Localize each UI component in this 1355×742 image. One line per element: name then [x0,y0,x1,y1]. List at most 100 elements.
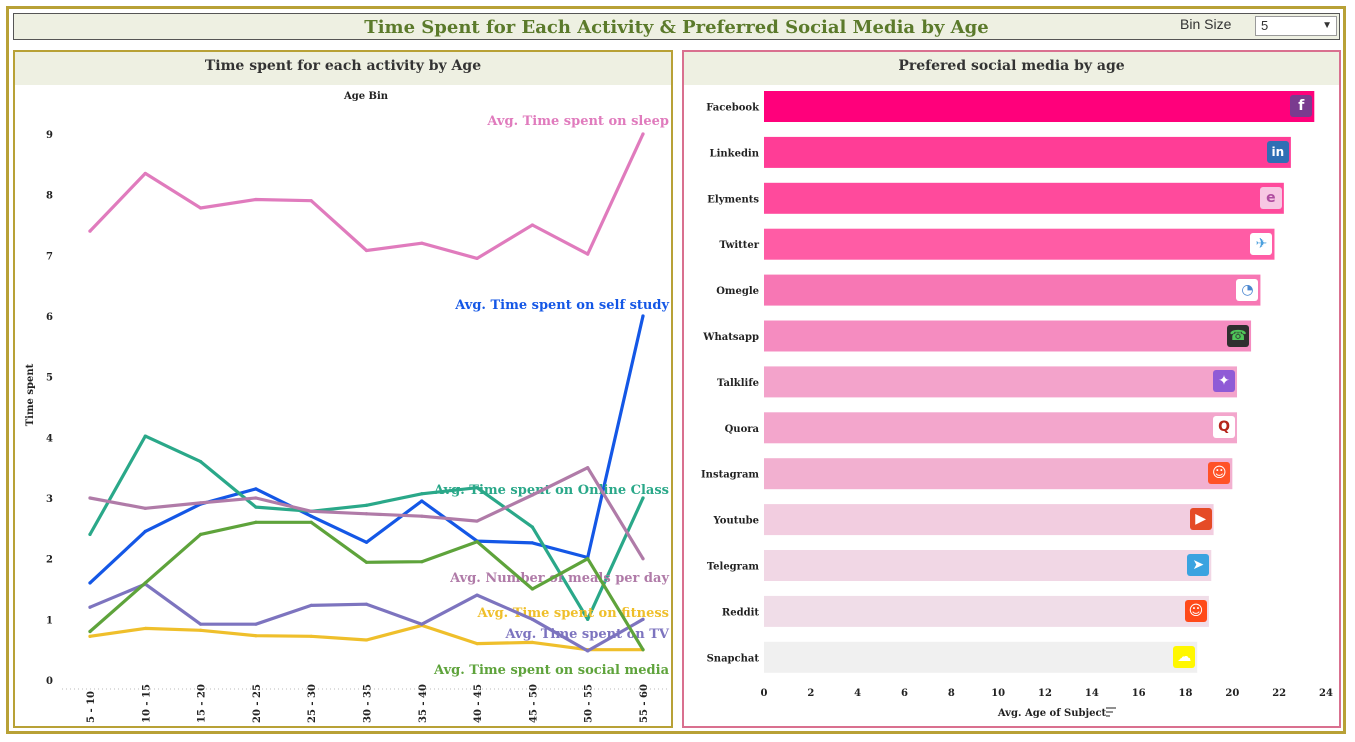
reddit-icon: ☺ [1184,599,1207,622]
social-chart-title: Prefered social media by age [684,52,1339,85]
data-point [364,638,369,642]
data-point [254,634,258,638]
data-point [530,493,535,497]
category-label: Telegram [707,562,760,573]
data-point [309,199,313,203]
bin-size-label: Bin Size [1180,16,1232,32]
data-point [364,602,369,606]
x-tick-label: 24 [1319,688,1333,699]
y-axis-label: Time spent [25,363,36,426]
data-point [199,628,203,632]
data-point [420,492,424,496]
data-point [420,514,424,518]
dashboard-frame [6,6,1346,734]
y-tick-label: 0 [46,676,53,687]
data-point [254,520,258,524]
snapchat-icon: ☁ [1173,645,1196,668]
category-label: Facebook [706,103,760,114]
telegram-icon: ➤ [1187,554,1210,576]
data-point [586,649,590,653]
x-tick-label: 50 - 55 [584,684,595,723]
bar [764,458,1233,490]
y-tick-label: 2 [46,555,53,566]
series-label: Avg. Number of meals per day [449,571,669,586]
y-tick-label: 4 [46,433,53,444]
bar [764,550,1212,581]
data-point [88,581,92,585]
data-point [364,540,369,544]
x-tick-label: 40 - 45 [473,684,484,723]
category-label: Quora [725,424,760,435]
activity-panel: Time spent for each activity by Age [13,50,673,728]
data-point [88,629,92,634]
data-point [309,634,313,638]
chevron-down-icon[interactable]: ▼ [1322,20,1332,31]
data-point [254,197,258,202]
data-point [88,229,92,233]
data-point [586,466,590,470]
x-tick-label: 22 [1272,688,1286,699]
data-point [420,241,424,245]
data-point [586,557,590,561]
y-tick-label: 6 [46,312,53,323]
bar [764,228,1275,260]
data-point [143,506,147,510]
omegle-icon: ◔ [1236,278,1259,301]
category-label: Omegle [716,286,759,297]
bar [764,412,1238,444]
data-point [475,642,479,646]
category-label: Whatsapp [702,332,759,343]
y-tick-label: 7 [46,251,53,262]
category-label: Twitter [719,240,759,251]
series-label: Avg. Time spent on Online Class [433,483,669,498]
data-point [641,648,645,652]
category-label: Instagram [701,470,759,481]
data-point [309,509,313,513]
data-point [641,557,645,561]
x-tick-label: 8 [948,688,955,699]
quora-icon: Q [1213,416,1236,439]
data-point [143,581,147,585]
data-point [88,605,92,609]
data-point [586,252,590,256]
data-point [254,505,258,509]
bar [764,136,1291,168]
data-point [254,487,258,491]
x-axis-label: Avg. Age of Subject [997,708,1107,719]
data-point [475,256,479,260]
data-point [530,223,535,227]
bar [764,641,1198,673]
data-point [530,541,535,545]
x-tick-label: 25 - 30 [307,684,318,723]
bar [764,274,1261,306]
activity-chart-title: Time spent for each activity by Age [15,52,671,85]
x-tick-label: 10 [991,688,1005,699]
sort-icon[interactable] [1106,707,1116,717]
bar [764,595,1209,627]
data-point [88,532,92,537]
y-tick-label: 9 [46,130,53,141]
data-point [364,503,369,507]
series-label: Avg. Time spent on self study [454,298,669,313]
data-point [420,560,424,564]
data-point [88,496,92,500]
series-label: Avg. Time spent on sleep [486,114,669,129]
twitter-icon: ✈ [1250,232,1273,255]
data-point [88,634,92,638]
data-point [475,486,479,490]
category-label: Youtube [713,516,759,527]
bin-size-select[interactable]: 5 ▼ [1255,16,1337,36]
series-label: Avg. Time spent on social media [433,663,670,678]
data-point [143,171,147,176]
x-tick-label: 30 - 35 [363,684,374,723]
x-tick-label: 4 [854,688,861,699]
title-bar: Time Spent for Each Activity & Preferred… [13,13,1340,40]
category-label: Talklife [717,378,759,389]
category-label: Elyments [707,194,759,205]
y-tick-label: 1 [46,615,53,626]
data-point [364,248,369,253]
bar [764,91,1315,122]
x-tick-label: 12 [1038,688,1052,699]
x-tick-label: 10 - 15 [141,684,152,723]
data-point [530,640,535,644]
